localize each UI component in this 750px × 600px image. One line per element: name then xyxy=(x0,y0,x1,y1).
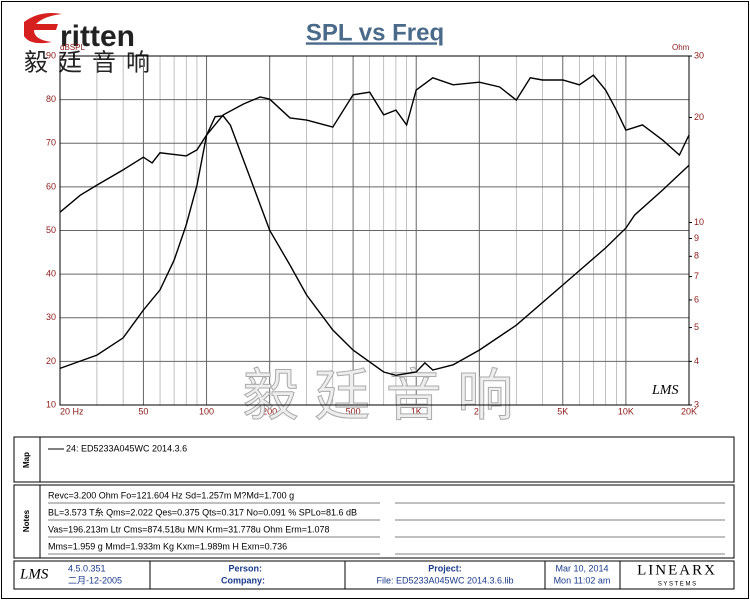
footer-box xyxy=(13,560,735,590)
legend-entry: 24: ED5233A045WC 2014.3.6 xyxy=(66,443,187,453)
y-tick-label: 80 xyxy=(46,94,56,104)
x-tick-label: 200 xyxy=(262,406,277,416)
y2-tick-label: 8 xyxy=(694,251,699,261)
footer-version: 4.5.0.351 xyxy=(68,563,106,573)
y2-tick-label: 6 xyxy=(694,294,699,304)
x-tick-label: 2K xyxy=(474,406,485,416)
x-tick-label: 5K xyxy=(557,406,568,416)
x-tick-label: 50 xyxy=(138,406,148,416)
notes: Revc=3.200 Ohm Fo=121.604 Hz Sd=1.257m M… xyxy=(48,490,725,555)
x-tick-label: 20K xyxy=(681,406,697,416)
footer-file: File: ED5233A045WC 2014.3.6.lib xyxy=(376,575,513,585)
footer-time: Mon 11:02 am xyxy=(554,575,611,585)
y-tick-label: 50 xyxy=(46,225,56,235)
impedance-curve xyxy=(59,115,690,377)
note-line: Mms=1.959 g Mmd=1.933m Kg Kxm=1.989m H E… xyxy=(48,541,287,551)
y2-tick-label: 4 xyxy=(694,356,699,366)
plot-mark: LMS xyxy=(651,383,678,398)
watermark: 毅 廷 音 响 xyxy=(243,364,514,427)
note-line: Vas=196.213m Ltr Cms=874.518u M/N Krm=31… xyxy=(48,524,329,534)
note-line: Revc=3.200 Ohm Fo=121.604 Hz Sd=1.257m M… xyxy=(48,490,294,500)
notes-box xyxy=(13,484,735,559)
x-tick-label: 500 xyxy=(346,406,361,416)
plot-frame xyxy=(59,55,690,406)
note-line: BL=3.573 T糸 Qms=2.022 Qes=0.375 Qts=0.31… xyxy=(48,506,357,517)
y-tick-label: 60 xyxy=(46,181,56,191)
y2-tick-label: 9 xyxy=(694,233,699,243)
y2-tick-label: 3 xyxy=(694,399,699,409)
y-tick-label: 70 xyxy=(46,138,56,148)
footer-date: Mar 10, 2014 xyxy=(555,563,608,573)
y-tick-label: 10 xyxy=(46,399,56,409)
footer-logo: LMS xyxy=(19,566,49,582)
logo-mark xyxy=(24,13,62,44)
y2-tick-label: 20 xyxy=(694,112,704,122)
x-tick-label: 20 Hz xyxy=(60,406,84,416)
curves xyxy=(59,74,690,377)
footer-project: Project: xyxy=(428,563,462,573)
y2-tick-label: 30 xyxy=(694,50,704,60)
x-tick-label: 10K xyxy=(618,406,634,416)
footer-vendor-sub: S Y S T E M S xyxy=(658,582,696,588)
chart-title: SPL vs Freq xyxy=(306,19,444,46)
y-tick-label: 40 xyxy=(46,269,56,279)
y2-tick-label: 10 xyxy=(694,217,704,227)
map-box xyxy=(13,436,735,483)
footer-vendor: LINEARX xyxy=(637,562,717,578)
y-tick-label: 30 xyxy=(46,312,56,322)
logo-brand: ritten xyxy=(60,20,135,53)
y-tick-label: 90 xyxy=(46,50,56,60)
y2-tick-label: 7 xyxy=(694,271,699,281)
map-label: Map xyxy=(22,452,31,468)
x-tick-label: 1K xyxy=(411,406,422,416)
logo-chinese: 毅廷音响 xyxy=(24,49,160,76)
y-tick-label: 20 xyxy=(46,356,56,366)
y-axis-label: dBSPL xyxy=(60,43,85,52)
y2-tick-label: 5 xyxy=(694,322,699,332)
spl-curve xyxy=(59,74,690,213)
footer-person: Person: xyxy=(228,563,262,573)
footer-company: Company: xyxy=(221,575,265,585)
notes-label: Notes xyxy=(22,509,31,532)
x-tick-label: 100 xyxy=(199,406,214,416)
footer-build: 二月-12-2005 xyxy=(68,575,122,585)
y2-axis-label: Ohm xyxy=(672,43,690,52)
